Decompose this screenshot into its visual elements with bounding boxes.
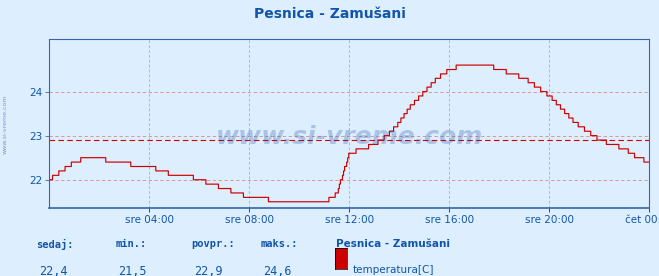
Text: 21,5: 21,5: [119, 265, 147, 276]
Text: min.:: min.:: [115, 239, 146, 249]
Text: povpr.:: povpr.:: [191, 239, 235, 249]
Text: maks.:: maks.:: [260, 239, 298, 249]
Text: temperatura[C]: temperatura[C]: [353, 265, 434, 275]
Text: Pesnica - Zamušani: Pesnica - Zamušani: [254, 7, 405, 21]
Text: Pesnica - Zamušani: Pesnica - Zamušani: [336, 239, 450, 249]
Text: 22,4: 22,4: [40, 265, 68, 276]
Text: 24,6: 24,6: [264, 265, 292, 276]
Text: www.si-vreme.com: www.si-vreme.com: [3, 94, 8, 154]
Text: sedaj:: sedaj:: [36, 239, 74, 250]
Text: www.si-vreme.com: www.si-vreme.com: [215, 125, 483, 149]
Text: 22,9: 22,9: [194, 265, 223, 276]
